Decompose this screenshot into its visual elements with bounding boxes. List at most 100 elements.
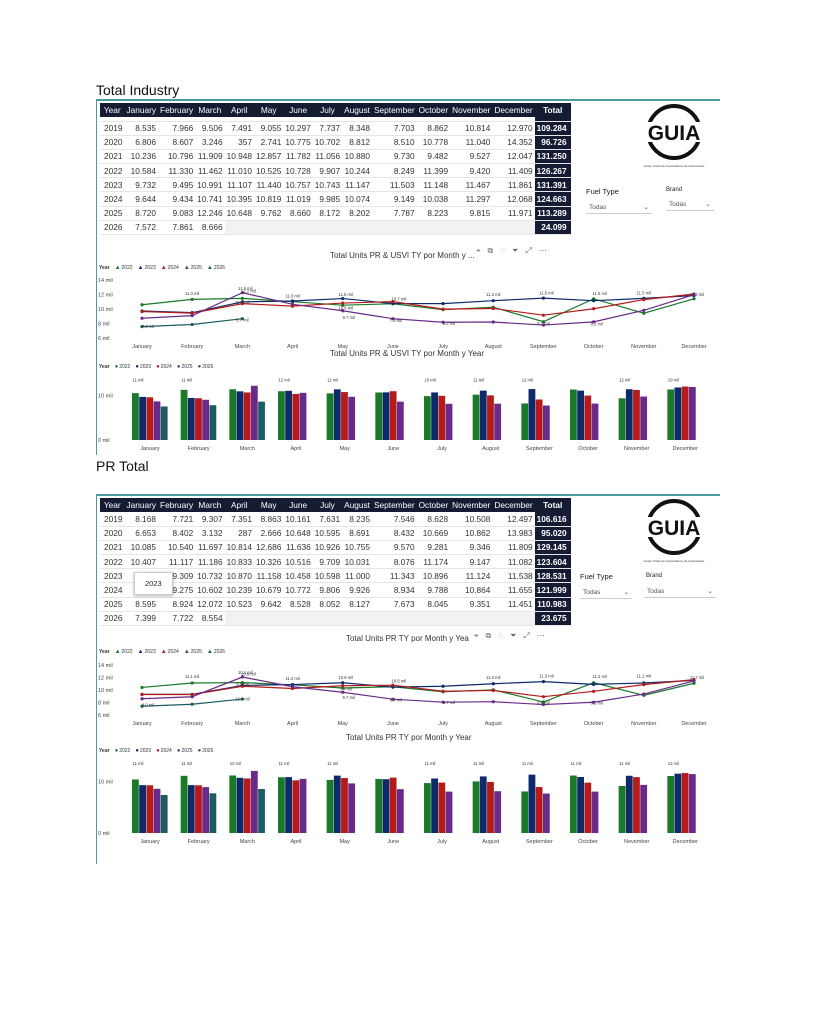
data-point-2022[interactable] — [240, 680, 244, 685]
bar-2024[interactable] — [438, 395, 446, 440]
bar-2023[interactable] — [187, 397, 195, 440]
alert-icon[interactable]: ◌ — [500, 246, 505, 255]
bar-2022[interactable] — [180, 389, 188, 440]
bar-2023[interactable] — [236, 777, 244, 833]
data-point-2024[interactable] — [592, 307, 596, 311]
copy-icon[interactable]: ⧉ — [485, 631, 492, 640]
table-row[interactable]: 2022 10.407 11.117 11.186 10.833 10.326 10.516… — [100, 554, 571, 570]
bar-2022[interactable] — [570, 775, 577, 833]
bar-2024[interactable] — [535, 787, 543, 833]
legend-item-2023[interactable]: ▲ 2023 — [138, 649, 156, 655]
bar-2026[interactable] — [160, 794, 168, 833]
pin-icon[interactable]: ⌖ — [476, 246, 481, 255]
bar-2023[interactable] — [382, 779, 390, 833]
bar-2024[interactable] — [243, 392, 251, 440]
data-point-2025[interactable] — [541, 323, 546, 327]
data-point-2025[interactable] — [592, 700, 596, 704]
bar-2022[interactable] — [472, 781, 480, 833]
bar-2023[interactable] — [333, 775, 341, 833]
data-point-2022[interactable] — [190, 297, 194, 301]
bar-2023[interactable] — [431, 778, 438, 833]
table-row[interactable]: 2024 9.644 9.434 10.741 10.395 10.819 11.019 9.… — [100, 191, 571, 207]
bar-2025[interactable] — [348, 783, 356, 833]
bar-2025[interactable] — [299, 392, 307, 440]
data-point-2025[interactable] — [190, 314, 194, 318]
units-table-total-industry[interactable]: Year January February March April May June July… — [100, 103, 571, 236]
bar-2024[interactable] — [341, 392, 348, 440]
bar-2025[interactable] — [640, 396, 648, 440]
table-row[interactable]: 2023 9.732 9.495 10.991 11.107 11.440 10.757 10… — [100, 177, 571, 193]
bar-2024[interactable] — [195, 785, 202, 833]
series-line-2022[interactable] — [141, 681, 695, 703]
bar-2022[interactable] — [180, 775, 188, 833]
data-point-2025[interactable] — [642, 692, 646, 696]
bar-2024[interactable] — [584, 782, 592, 833]
legend-item-2024[interactable]: ● 2024 — [156, 748, 172, 754]
legend-item-2025[interactable]: ▲ 2025 — [184, 649, 202, 655]
data-point-2025[interactable] — [642, 308, 646, 312]
column-header-february[interactable]: February — [158, 498, 196, 512]
bar-2024[interactable] — [146, 397, 154, 440]
data-point-2026[interactable] — [140, 325, 144, 329]
bar-2022[interactable] — [326, 393, 334, 440]
line-chart-pr-total[interactable]: 14 mil 12 mil 10 mil 8 mil 6 mil January Febru… — [96, 657, 716, 729]
data-point-2025[interactable] — [391, 697, 395, 701]
data-point-2025[interactable] — [341, 690, 345, 694]
data-point-2025[interactable] — [190, 695, 194, 699]
bar-2025[interactable] — [542, 405, 550, 440]
data-point-2025[interactable] — [290, 302, 295, 306]
table-row[interactable]: 20239.3099.30910.73210.87011.15810.45810… — [100, 568, 571, 584]
column-header-december[interactable]: December — [492, 103, 535, 117]
data-point-2023[interactable] — [541, 296, 546, 300]
column-header-october[interactable]: October — [416, 498, 451, 512]
data-point-2026[interactable] — [190, 322, 194, 327]
bar-2025[interactable] — [250, 385, 258, 440]
column-header-june[interactable]: June — [283, 498, 313, 512]
data-point-2023[interactable] — [491, 299, 495, 303]
data-point-2024[interactable] — [190, 311, 194, 315]
bar-2025[interactable] — [299, 778, 307, 833]
column-header-year[interactable]: Year — [100, 498, 125, 512]
data-point-2023[interactable] — [341, 681, 345, 685]
pin-icon[interactable]: ⌖ — [474, 631, 479, 640]
bar-2026[interactable] — [160, 406, 168, 440]
fuel-type-dropdown[interactable]: Todas ⌄ — [586, 201, 652, 214]
data-point-2024[interactable] — [240, 684, 244, 688]
data-point-2025[interactable] — [541, 702, 546, 707]
column-header-may[interactable]: May — [253, 498, 284, 512]
bar-2022[interactable] — [424, 396, 431, 440]
bar-2024[interactable] — [195, 398, 202, 440]
bar-2025[interactable] — [542, 793, 550, 833]
data-point-2022[interactable] — [140, 303, 144, 307]
data-point-2025[interactable] — [341, 309, 345, 313]
legend-item-2026[interactable]: ● 2026 — [198, 364, 214, 370]
bar-2022[interactable] — [570, 389, 577, 440]
bar-2022[interactable] — [278, 777, 285, 833]
data-point-2024[interactable] — [541, 313, 546, 317]
bar-2022[interactable] — [424, 783, 431, 833]
data-point-2022[interactable] — [240, 296, 244, 301]
column-header-july[interactable]: July — [312, 103, 343, 117]
bar-2024[interactable] — [146, 785, 154, 833]
bar-2025[interactable] — [153, 788, 161, 833]
bar-2024[interactable] — [389, 391, 397, 440]
data-point-2022[interactable] — [140, 685, 144, 690]
fuel-type-dropdown[interactable]: Todas ⌄ — [580, 586, 632, 599]
bar-2024[interactable] — [633, 389, 640, 440]
bar-2022[interactable] — [229, 389, 237, 440]
column-header-november[interactable]: November — [450, 498, 493, 512]
column-header-may[interactable]: May — [253, 103, 284, 117]
legend-item-2022[interactable]: ▲ 2022 — [115, 649, 133, 655]
bar-2023[interactable] — [285, 777, 292, 833]
column-header-february[interactable]: February — [158, 103, 196, 117]
legend-item-2026[interactable]: ▲ 2026 — [207, 649, 225, 655]
bar-2026[interactable] — [258, 401, 265, 440]
bar-2024[interactable] — [681, 773, 689, 833]
data-point-2024[interactable] — [441, 689, 445, 693]
data-point-2024[interactable] — [391, 683, 395, 687]
data-point-2024[interactable] — [592, 689, 596, 693]
series-line-2025[interactable] — [141, 676, 695, 706]
data-point-2024[interactable] — [642, 683, 646, 687]
bar-2026[interactable] — [258, 789, 265, 833]
bar-2022[interactable] — [375, 392, 383, 440]
